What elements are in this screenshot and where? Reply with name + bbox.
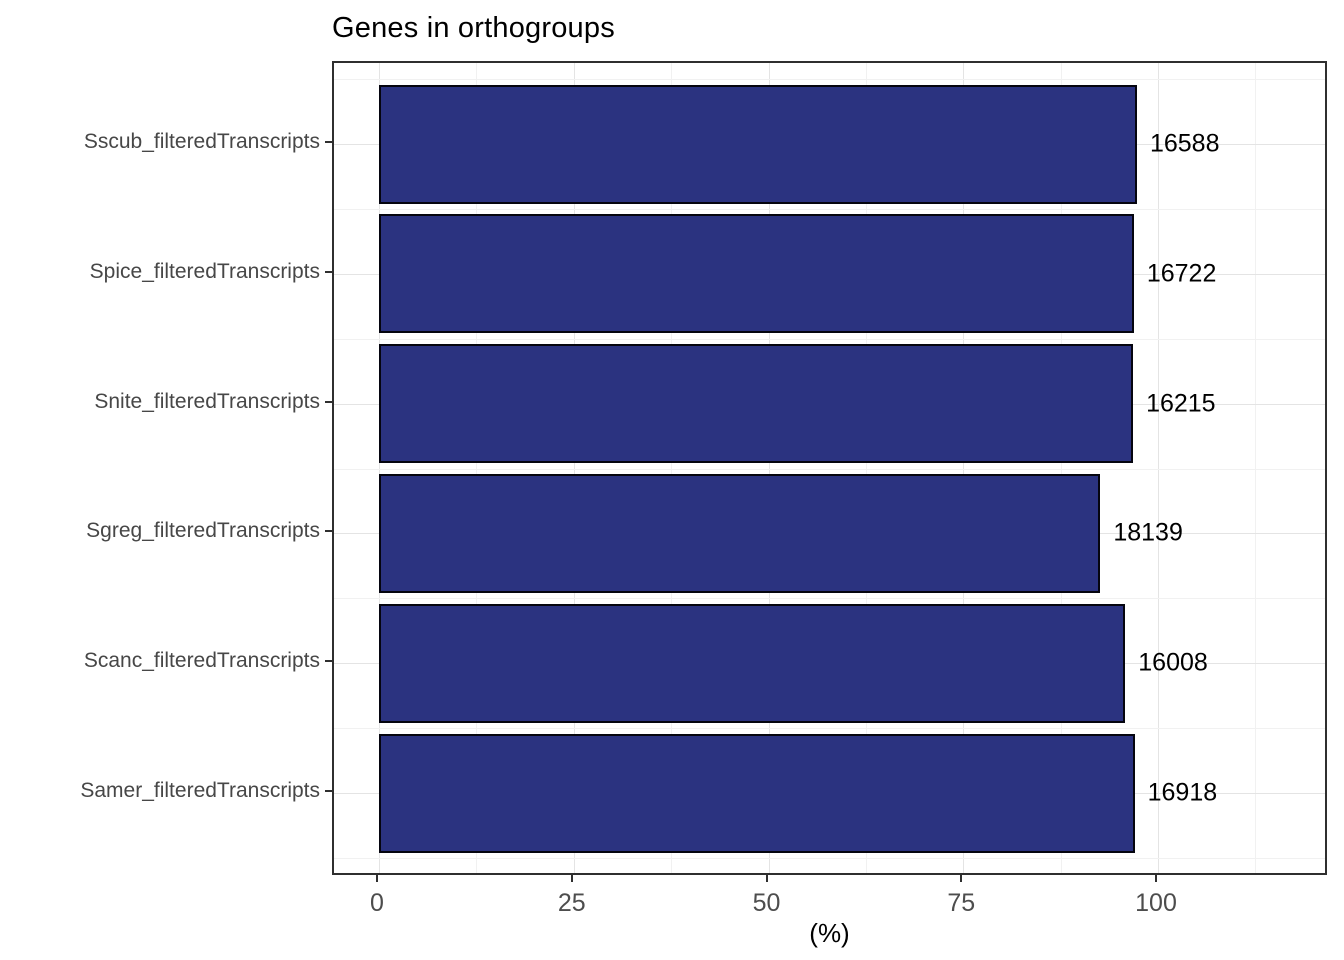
x-minor-gridline <box>1060 63 1062 873</box>
bar-value-label: 16588 <box>1149 129 1220 158</box>
bar-value-label: 16722 <box>1146 259 1217 288</box>
x-axis-tick <box>376 875 378 882</box>
x-axis-tick <box>1155 875 1157 882</box>
x-major-gridline <box>768 63 770 873</box>
x-minor-gridline <box>1255 63 1257 873</box>
x-minor-gridline <box>476 63 478 873</box>
x-minor-gridline <box>671 63 673 873</box>
x-axis-tick <box>765 875 768 882</box>
chart-title: Genes in orthogroups <box>332 12 615 44</box>
plot-panel: 16588 16722 16215 18139 16008 16918 <box>332 61 1327 875</box>
y-axis-label: Sscub_filteredTranscripts <box>83 130 320 153</box>
bar-spice_filteredtranscripts <box>379 214 1134 334</box>
bar-value-label: 16215 <box>1146 389 1216 418</box>
x-axis-tick <box>570 875 573 882</box>
y-axis-label: Samer_filteredTranscripts <box>80 779 320 802</box>
y-minor-gridline <box>334 598 1325 600</box>
x-major-gridline <box>963 63 965 873</box>
bar-scanc_filteredtranscripts <box>379 603 1126 723</box>
x-axis-tick-label: 75 <box>947 889 976 917</box>
bar-sscub_filteredtranscripts <box>379 84 1137 204</box>
x-axis-tick-label: 25 <box>557 889 586 917</box>
x-axis-tick-label: 100 <box>1135 889 1177 917</box>
y-minor-gridline <box>334 468 1325 470</box>
y-axis-tick <box>325 790 332 792</box>
bar-value-label: 16008 <box>1138 648 1208 677</box>
x-major-gridline <box>573 63 575 873</box>
y-minor-gridline <box>334 857 1325 859</box>
y-axis-label: Sgreg_filteredTranscripts <box>86 519 320 543</box>
x-major-gridline <box>379 63 380 873</box>
y-axis-tick <box>325 141 332 143</box>
x-minor-gridline <box>865 63 867 873</box>
x-axis-tick-label: 50 <box>752 889 781 917</box>
y-minor-gridline <box>334 728 1325 730</box>
y-minor-gridline <box>334 338 1325 340</box>
bar-sgreg_filteredtranscripts <box>379 473 1101 593</box>
bar-snite_filteredtranscripts <box>379 344 1134 464</box>
bar-value-label: 16918 <box>1147 778 1218 807</box>
y-minor-gridline <box>334 208 1325 210</box>
y-axis-label: Snite_filteredTranscripts <box>94 389 320 413</box>
x-major-gridline <box>1158 63 1159 873</box>
bar-samer_filteredtranscripts <box>379 733 1135 853</box>
x-axis-tick-label: 0 <box>370 889 384 917</box>
y-axis-tick <box>325 270 332 273</box>
y-axis-label: Scanc_filteredTranscripts <box>83 649 320 673</box>
y-minor-gridline <box>334 79 1325 81</box>
y-axis-tick <box>325 400 332 403</box>
x-axis-title: (%) <box>809 918 850 948</box>
x-axis-tick <box>960 875 963 882</box>
y-axis-tick <box>325 660 332 663</box>
y-axis-label: Spice_filteredTranscripts <box>89 259 320 283</box>
bar-value-label: 18139 <box>1113 518 1183 547</box>
y-axis-tick <box>325 530 332 533</box>
